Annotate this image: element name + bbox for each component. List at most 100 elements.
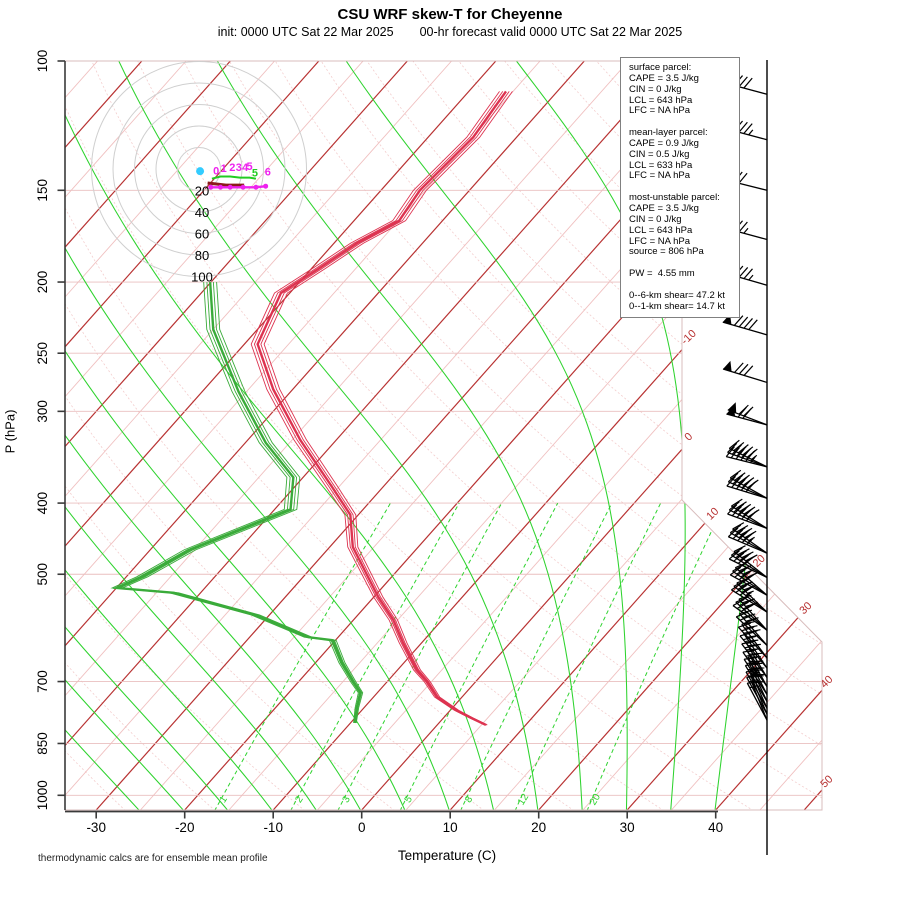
info-line: PW = 4.55 mm bbox=[629, 268, 695, 280]
hodograph-ring-label: 100 bbox=[191, 269, 213, 284]
mixing-ratio-label: 3 bbox=[341, 794, 354, 805]
x-axis-label: Temperature (C) bbox=[397, 848, 497, 863]
x-tick-label: 20 bbox=[531, 820, 546, 835]
temperature-trace bbox=[250, 90, 513, 727]
x-tick-label: -30 bbox=[86, 820, 106, 835]
wind-barb bbox=[746, 681, 768, 721]
wind-barb bbox=[727, 402, 768, 426]
info-line: source = 806 hPa bbox=[629, 246, 704, 258]
x-tick-label: -20 bbox=[175, 820, 195, 835]
hodograph-km-label: 5 bbox=[252, 168, 258, 180]
info-line: CIN = 0 J/kg bbox=[629, 83, 682, 95]
hodograph-origin-dot bbox=[196, 167, 205, 176]
mixing-ratio-lines: 1 2 3 5 8 12 20 bbox=[214, 502, 726, 810]
wind-barb bbox=[749, 669, 768, 709]
y-tick-label: 850 bbox=[35, 732, 50, 755]
y-tick-label: 700 bbox=[35, 670, 50, 693]
info-line: surface parcel: bbox=[629, 62, 692, 73]
mixing-ratio-label: 20 bbox=[588, 792, 603, 808]
subtitle-valid-time: 00-hr forecast valid 0000 UTC Sat 22 Mar… bbox=[419, 25, 683, 39]
hodograph-km-label: 3 bbox=[236, 162, 242, 174]
x-tick-label: 30 bbox=[620, 820, 635, 835]
hodograph-ring-label: 60 bbox=[195, 226, 209, 241]
skewt-background: 1 2 3 5 8 12 20 bbox=[65, 61, 822, 810]
y-tick-label: 500 bbox=[35, 563, 50, 586]
mixing-ratio-label: 5 bbox=[403, 794, 416, 805]
hodograph-ring bbox=[112, 82, 286, 256]
wind-barb bbox=[728, 439, 768, 468]
info-line: 0--1-km shear= 14.7 kt bbox=[629, 300, 725, 312]
info-line: LFC = NA hPa bbox=[629, 170, 690, 182]
hodograph-marker bbox=[263, 183, 269, 189]
y-tick-label: 100 bbox=[35, 50, 50, 73]
hodograph-km-label: 6 bbox=[265, 166, 271, 178]
info-line: CIN = 0.5 J/kg bbox=[629, 148, 690, 160]
wind-barb bbox=[732, 522, 768, 554]
hodograph-marker bbox=[227, 184, 233, 190]
subtitle: init: 0000 UTC Sat 22 Mar 2025 00-hr for… bbox=[0, 25, 900, 39]
isotherm-label: 0 bbox=[683, 431, 696, 444]
y-tick-label: 300 bbox=[35, 400, 50, 423]
hodograph-trace-darkred bbox=[207, 181, 245, 187]
info-line: LFC = NA hPa bbox=[629, 105, 690, 117]
hodograph-km-label: 1 bbox=[221, 163, 227, 175]
hodograph-marker bbox=[218, 184, 223, 190]
info-line: CAPE = 0.9 J/kg bbox=[629, 137, 699, 149]
hodograph-ring-label: 80 bbox=[195, 248, 209, 263]
hodograph-km-label: 2 bbox=[229, 162, 235, 174]
x-tick-label: 10 bbox=[443, 820, 458, 835]
hodograph-km-label: 0 bbox=[213, 165, 219, 177]
hodograph-ring-label: 20 bbox=[195, 183, 209, 198]
wind-barb bbox=[722, 360, 768, 384]
hodograph-ring bbox=[177, 147, 221, 191]
info-line: most-unstable parcel: bbox=[629, 192, 720, 204]
wind-barb bbox=[738, 609, 768, 646]
y-tick-label: 150 bbox=[35, 179, 50, 202]
wind-barb bbox=[733, 545, 768, 578]
y-axis-label: P (hPa) bbox=[2, 409, 18, 454]
hodograph-marker bbox=[208, 184, 214, 190]
info-line: mean-layer parcel: bbox=[629, 127, 708, 139]
info-line: 0--6-km shear= 47.2 kt bbox=[629, 289, 725, 301]
wind-barb bbox=[733, 579, 768, 613]
y-tick-label: 250 bbox=[35, 342, 50, 365]
hodograph-ring-label: 40 bbox=[195, 205, 209, 220]
isotherm-label: 50 bbox=[818, 773, 835, 790]
hodograph-km-label: 5 bbox=[246, 161, 252, 173]
x-tick-label: 0 bbox=[358, 820, 366, 835]
info-line: CAPE = 3.5 J/kg bbox=[629, 72, 699, 84]
hodograph-ring bbox=[91, 61, 307, 277]
wind-barb bbox=[739, 631, 768, 669]
mixing-ratio-label: 1 bbox=[218, 794, 231, 805]
isotherm-label: 10 bbox=[704, 505, 721, 522]
dewpoint-trace bbox=[110, 281, 364, 724]
info-line: CIN = 0 J/kg bbox=[629, 213, 682, 225]
wind-barb bbox=[736, 577, 768, 613]
hodograph-marker bbox=[240, 184, 246, 190]
mixing-ratio-label: 2 bbox=[294, 794, 307, 805]
hodograph-ring bbox=[155, 125, 243, 213]
hodograph-ring bbox=[134, 104, 264, 234]
wind-barb bbox=[731, 498, 768, 529]
wind-barb bbox=[750, 680, 768, 721]
parcel-info-box: surface parcel: CAPE = 3.5 J/kg CIN = 0 J/… bbox=[620, 57, 740, 318]
page-title: CSU WRF skew-T for Cheyenne bbox=[337, 6, 563, 23]
subtitle-init-time: init: 0000 UTC Sat 22 Mar 2025 bbox=[217, 25, 394, 39]
y-tick-label: 1000 bbox=[35, 780, 50, 810]
y-tick-label: 400 bbox=[35, 492, 50, 515]
info-line: LFC = NA hPa bbox=[629, 235, 690, 247]
x-tick-label: 40 bbox=[708, 820, 723, 835]
wind-barb bbox=[734, 561, 768, 596]
isotherm-label: 30 bbox=[797, 600, 814, 617]
info-line: LCL = 643 hPa bbox=[629, 94, 693, 106]
wind-barb bbox=[729, 469, 768, 499]
mixing-ratio-label: 12 bbox=[516, 792, 531, 808]
mixing-ratio-label: 8 bbox=[463, 794, 476, 805]
x-tick-label: -10 bbox=[263, 820, 283, 835]
info-line: LCL = 643 hPa bbox=[629, 224, 693, 236]
